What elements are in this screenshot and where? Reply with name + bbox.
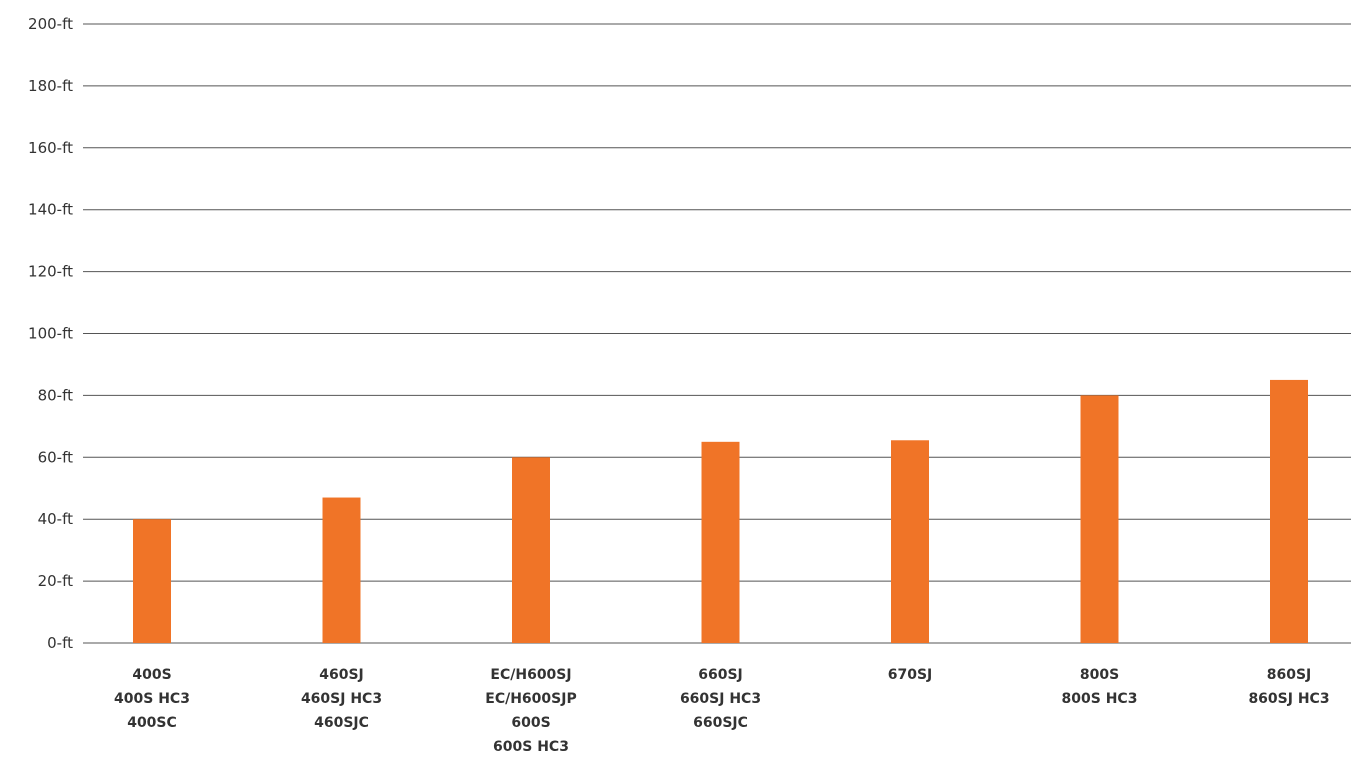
bar (891, 440, 929, 643)
x-tick-label: 600S (511, 715, 550, 731)
y-tick-label: 100-ft (28, 325, 73, 343)
x-tick-label: 400S (132, 667, 171, 683)
x-tick-label: 660SJC (693, 715, 748, 731)
x-tick-label: 660SJ HC3 (680, 691, 761, 707)
x-tick-label: 660SJ (698, 667, 743, 683)
y-tick-label: 40-ft (38, 510, 74, 528)
x-tick-label: 670SJ (888, 667, 933, 683)
x-tick-label: 400SC (127, 715, 177, 731)
bar (701, 441, 740, 643)
x-tick-label: 460SJ (319, 667, 364, 683)
x-tick-label: EC/H600SJ (490, 667, 571, 683)
y-tick-label: 200-ft (28, 15, 73, 33)
y-tick-label: 180-ft (28, 77, 73, 95)
x-tick-label: 800S (1080, 667, 1119, 683)
y-tick-label: 160-ft (28, 139, 73, 157)
y-tick-label: 60-ft (38, 448, 74, 466)
y-tick-label: 120-ft (28, 263, 73, 281)
y-tick-label: 80-ft (38, 386, 74, 404)
bar (322, 497, 361, 643)
bar (133, 519, 171, 643)
bar (512, 457, 550, 643)
bar (1270, 379, 1308, 643)
x-tick-label: 460SJ HC3 (301, 691, 382, 707)
x-tick-label: 860SJ HC3 (1248, 691, 1329, 707)
x-tick-label: 400S HC3 (114, 691, 190, 707)
x-tick-label: 460SJC (314, 715, 369, 731)
x-tick-label: 860SJ (1267, 667, 1312, 683)
y-tick-label: 140-ft (28, 201, 73, 219)
x-tick-label: 600S HC3 (493, 739, 569, 755)
y-tick-label: 20-ft (38, 572, 74, 590)
x-tick-label: EC/H600SJP (485, 691, 576, 707)
y-tick-label: 0-ft (47, 634, 73, 652)
x-tick-label: 800S HC3 (1062, 691, 1138, 707)
bar (1080, 395, 1119, 643)
